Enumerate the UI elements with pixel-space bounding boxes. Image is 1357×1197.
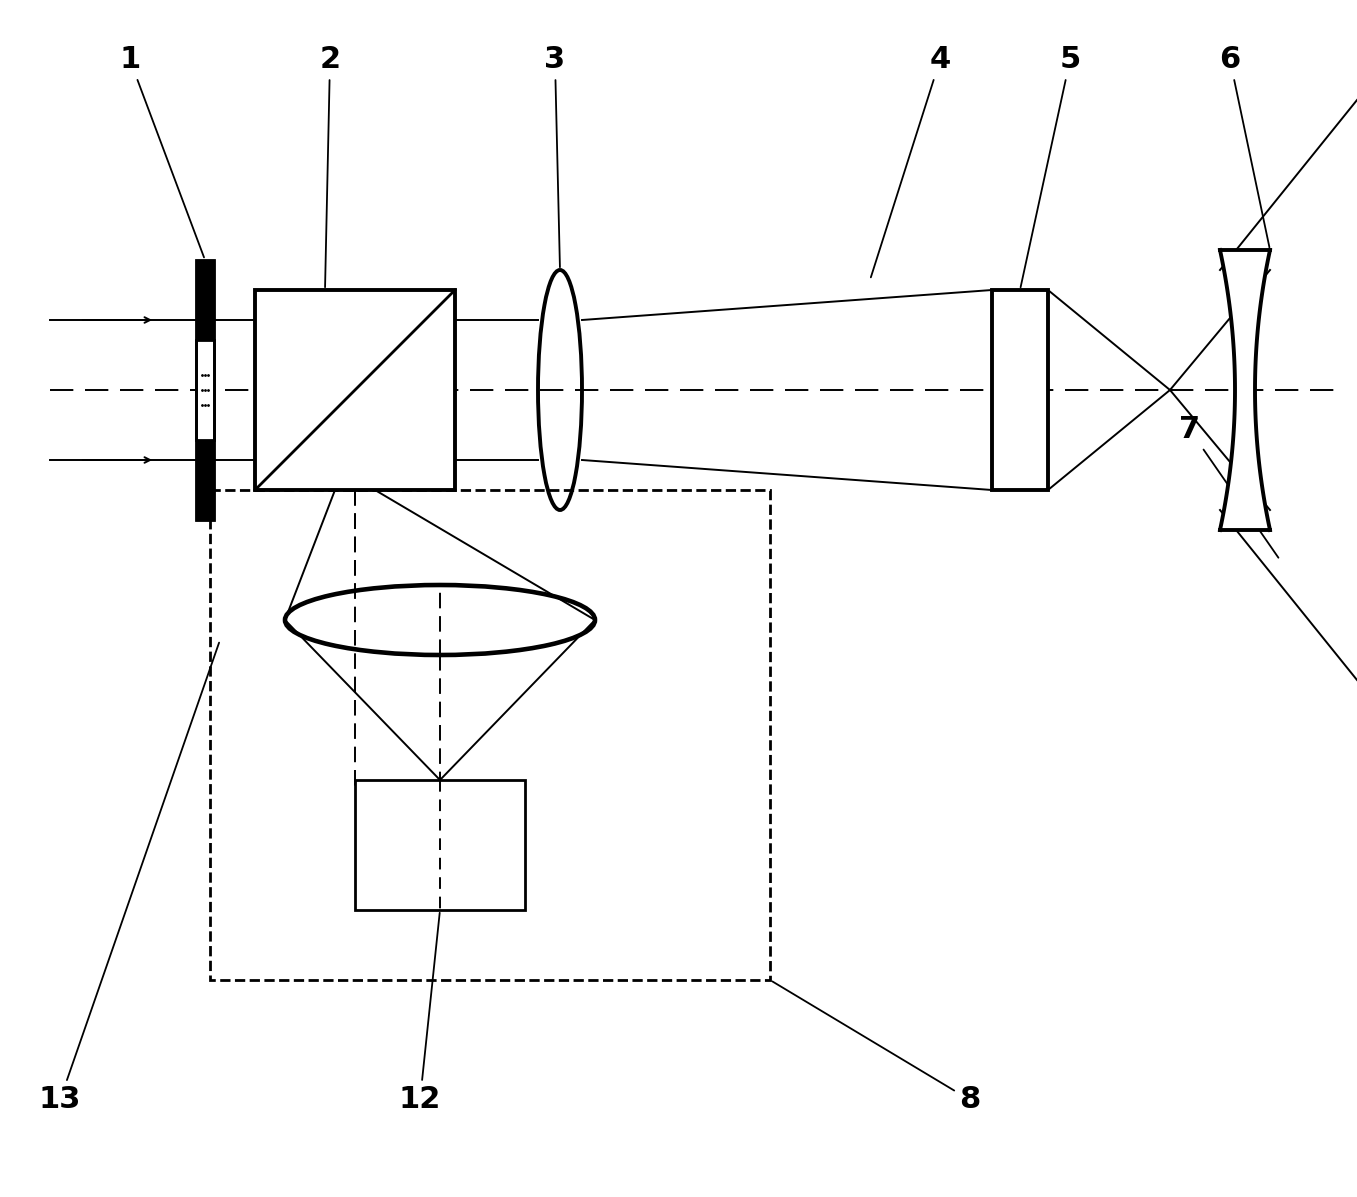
Text: 13: 13 bbox=[39, 643, 218, 1114]
Text: 6: 6 bbox=[1220, 45, 1269, 248]
Text: 4: 4 bbox=[871, 45, 951, 278]
Bar bbox=[195, 440, 214, 519]
Text: 1: 1 bbox=[119, 45, 204, 257]
Text: 7: 7 bbox=[1179, 415, 1278, 558]
Bar bbox=[195, 260, 214, 340]
Bar bbox=[195, 340, 214, 440]
Text: 8: 8 bbox=[772, 982, 981, 1114]
Text: 5: 5 bbox=[1020, 45, 1080, 287]
Bar bbox=[195, 260, 214, 519]
Bar bbox=[255, 290, 455, 490]
Bar bbox=[210, 490, 769, 980]
Polygon shape bbox=[1220, 250, 1270, 530]
Text: 2: 2 bbox=[319, 45, 341, 287]
Text: 3: 3 bbox=[544, 45, 566, 267]
Text: 12: 12 bbox=[399, 913, 441, 1114]
Bar bbox=[356, 780, 525, 910]
Bar bbox=[992, 290, 1048, 490]
